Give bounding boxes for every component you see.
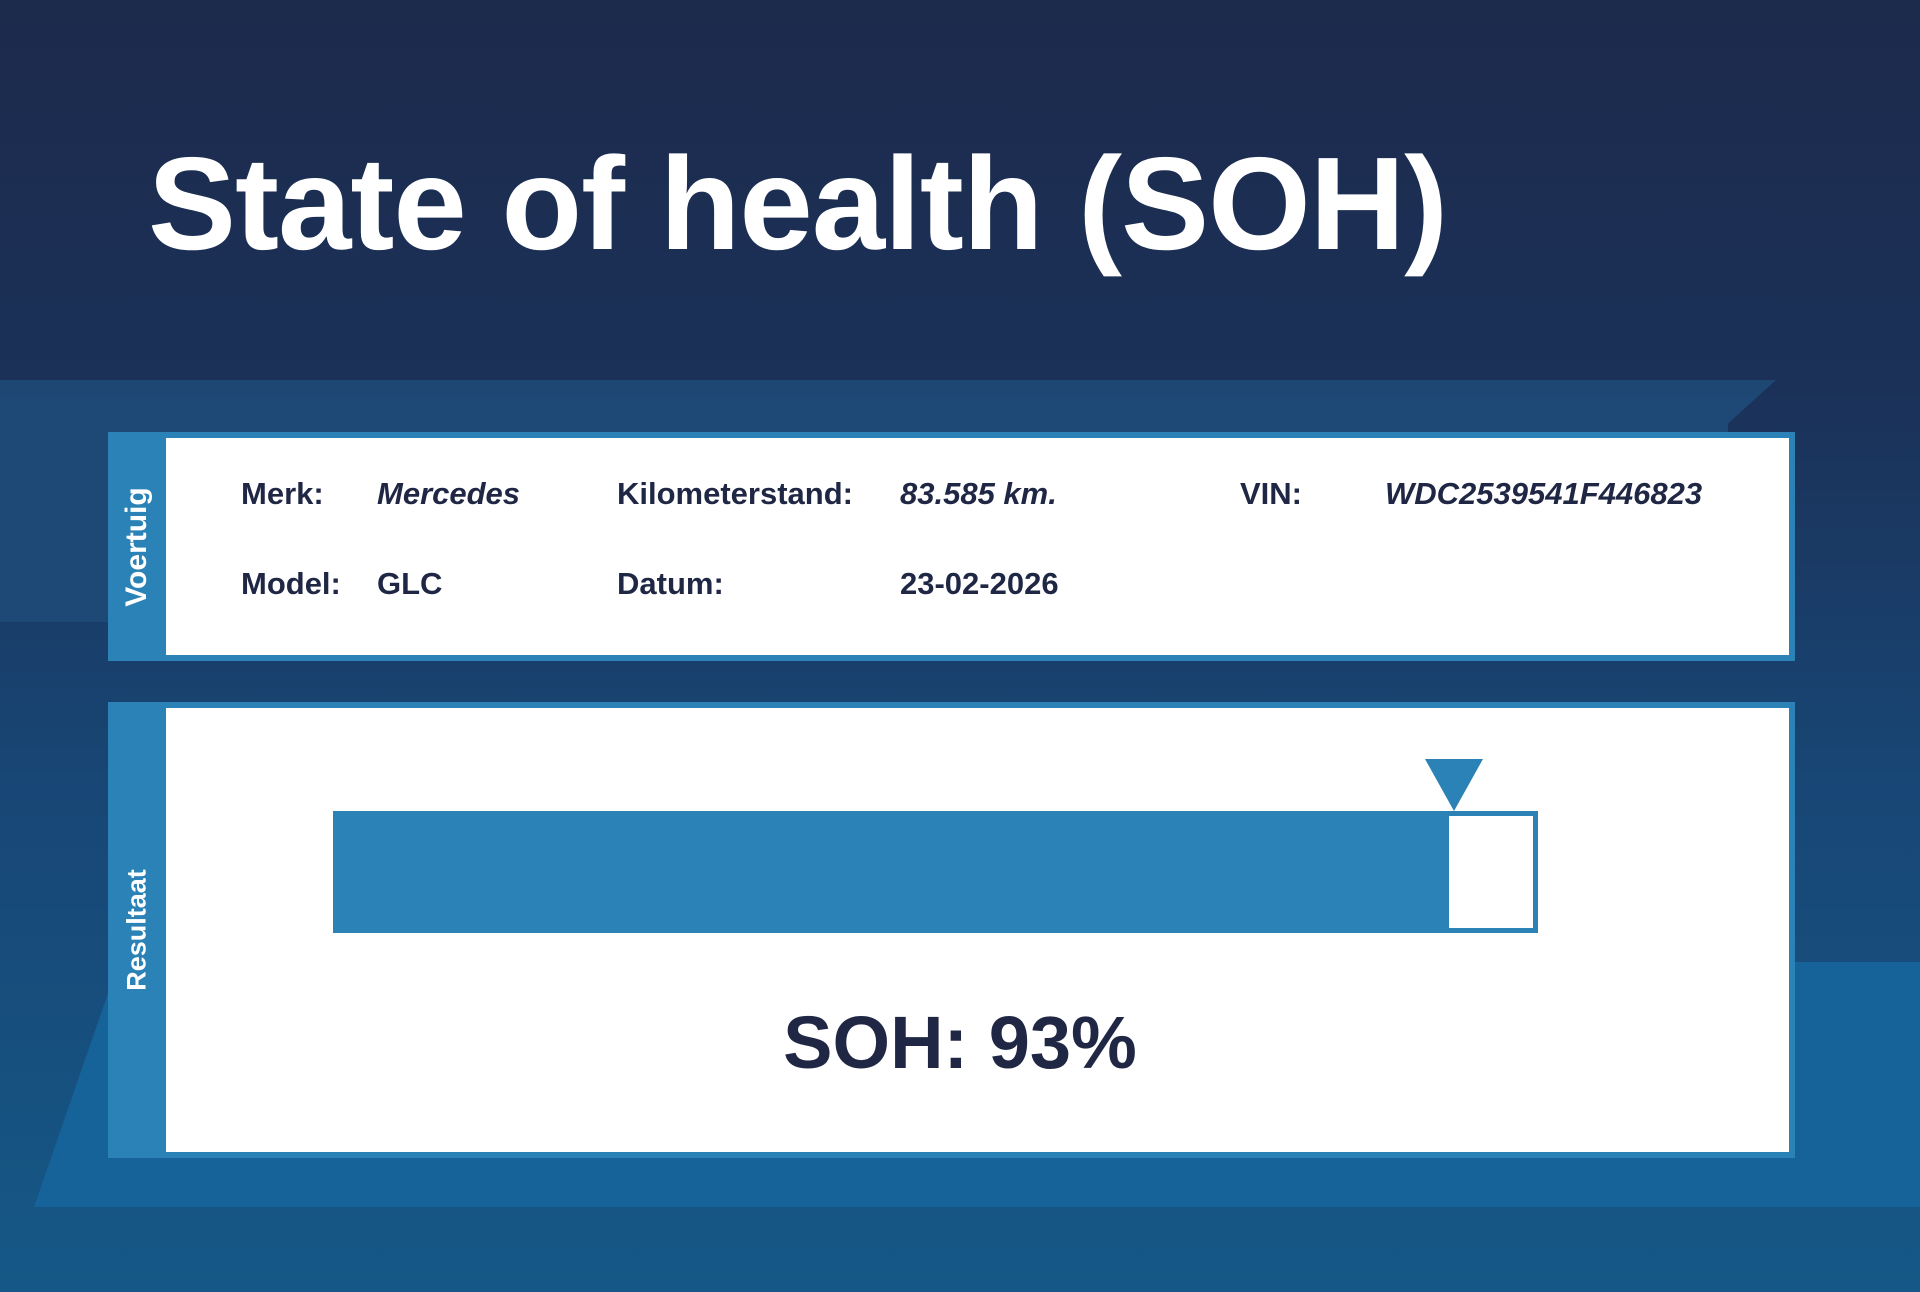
soh-value-text: SOH: 93% xyxy=(783,1001,1137,1084)
result-tab-label: Resultaat xyxy=(121,869,152,991)
km-value: 83.585 km. xyxy=(900,476,1057,511)
model-label: Model: xyxy=(241,566,341,601)
vin-value: WDC2539541F446823 xyxy=(1385,476,1703,511)
datum-value: 23-02-2026 xyxy=(900,566,1059,601)
vehicle-tab-label: Voertuig xyxy=(120,486,153,607)
model-value: GLC xyxy=(377,566,443,601)
vehicle-card: Voertuig Merk: Mercedes Kilometerstand: … xyxy=(108,432,1795,661)
merk-value: Mercedes xyxy=(377,476,521,511)
vehicle-tab: Voertuig xyxy=(108,432,166,661)
km-label: Kilometerstand: xyxy=(617,476,853,511)
datum-label: Datum: xyxy=(617,566,724,601)
soh-progress-fill xyxy=(338,816,1450,928)
merk-label: Merk: xyxy=(241,476,324,511)
vin-label: VIN: xyxy=(1240,476,1302,511)
result-tab: Resultaat xyxy=(108,702,166,1158)
soh-progress-bar xyxy=(333,811,1538,933)
page-title: State of health (SOH) xyxy=(148,130,1448,277)
soh-marker-triangle-icon xyxy=(1424,759,1483,811)
vehicle-info-panel xyxy=(166,438,1789,655)
